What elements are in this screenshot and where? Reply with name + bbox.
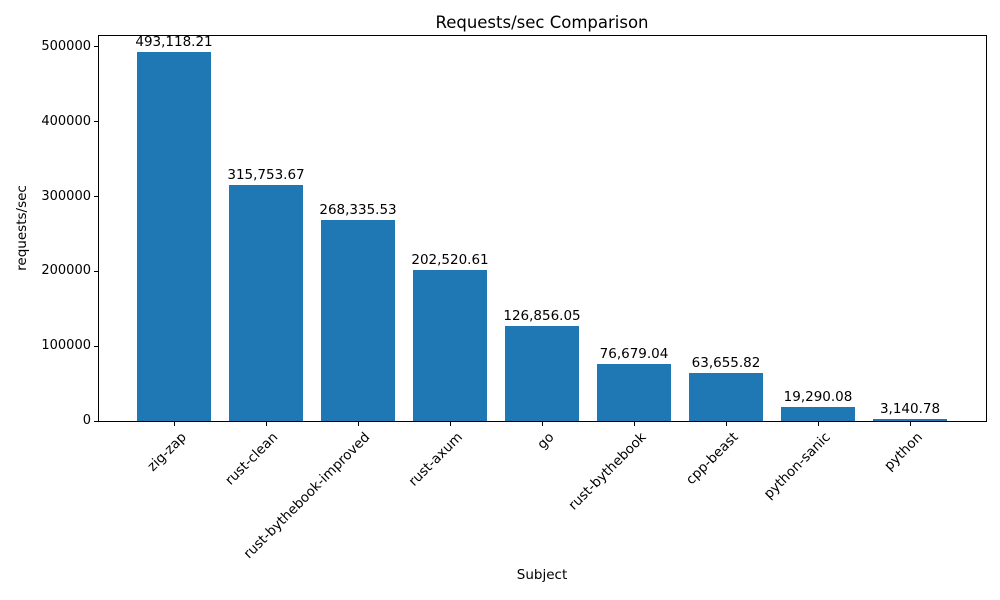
bar-value-label: 493,118.21: [135, 34, 213, 51]
y-tick-label: 0: [82, 413, 91, 428]
x-tick-label: rust-bythebook: [565, 429, 650, 514]
x-tick: [266, 422, 267, 426]
y-tick-label: 300000: [41, 188, 91, 204]
y-tick: [94, 196, 98, 198]
bar-value-label: 76,679.04: [599, 345, 669, 362]
bar: [413, 269, 487, 421]
y-tick-label: 400000: [41, 113, 91, 129]
x-tick-label: python-sanic: [760, 429, 834, 503]
bar-value-label: 63,655.82: [691, 355, 761, 372]
x-tick: [726, 422, 727, 426]
bar: [505, 326, 579, 421]
bar-value-label: 3,140.78: [879, 400, 941, 417]
x-tick-label: zig-zap: [144, 429, 190, 475]
y-tick: [94, 46, 98, 48]
x-tick: [634, 422, 635, 426]
bar: [229, 184, 303, 421]
bar-value-label: 268,335.53: [319, 202, 397, 219]
y-tick-label: 100000: [41, 338, 91, 354]
y-tick: [94, 270, 98, 272]
bar-value-label: 19,290.08: [783, 388, 853, 405]
bar: [781, 406, 855, 421]
chart-title: Requests/sec Comparison: [435, 13, 649, 32]
bar: [137, 52, 211, 421]
x-tick: [450, 422, 451, 426]
x-tick-label: python: [880, 429, 926, 475]
y-tick: [94, 420, 98, 422]
x-tick: [542, 422, 543, 426]
bar-value-label: 202,520.61: [411, 251, 489, 268]
x-tick: [818, 422, 819, 426]
x-axis-label: Subject: [516, 567, 568, 583]
x-tick: [174, 422, 175, 426]
bar: [321, 220, 395, 421]
bar: [689, 373, 763, 421]
x-tick-label: rust-axum: [405, 429, 466, 490]
bar-value-label: 315,753.67: [227, 166, 305, 183]
x-tick: [910, 422, 911, 426]
y-tick-label: 500000: [41, 38, 91, 54]
x-tick-label: cpp-beast: [682, 429, 742, 488]
y-tick: [94, 345, 98, 347]
x-tick-label: rust-clean: [222, 429, 282, 489]
y-tick: [94, 121, 98, 123]
x-tick-label: go: [534, 429, 558, 453]
bar: [873, 418, 947, 421]
bar-value-label: 126,856.05: [503, 308, 581, 325]
bar: [597, 363, 671, 421]
x-tick: [358, 422, 359, 426]
y-tick-label: 200000: [41, 263, 91, 279]
